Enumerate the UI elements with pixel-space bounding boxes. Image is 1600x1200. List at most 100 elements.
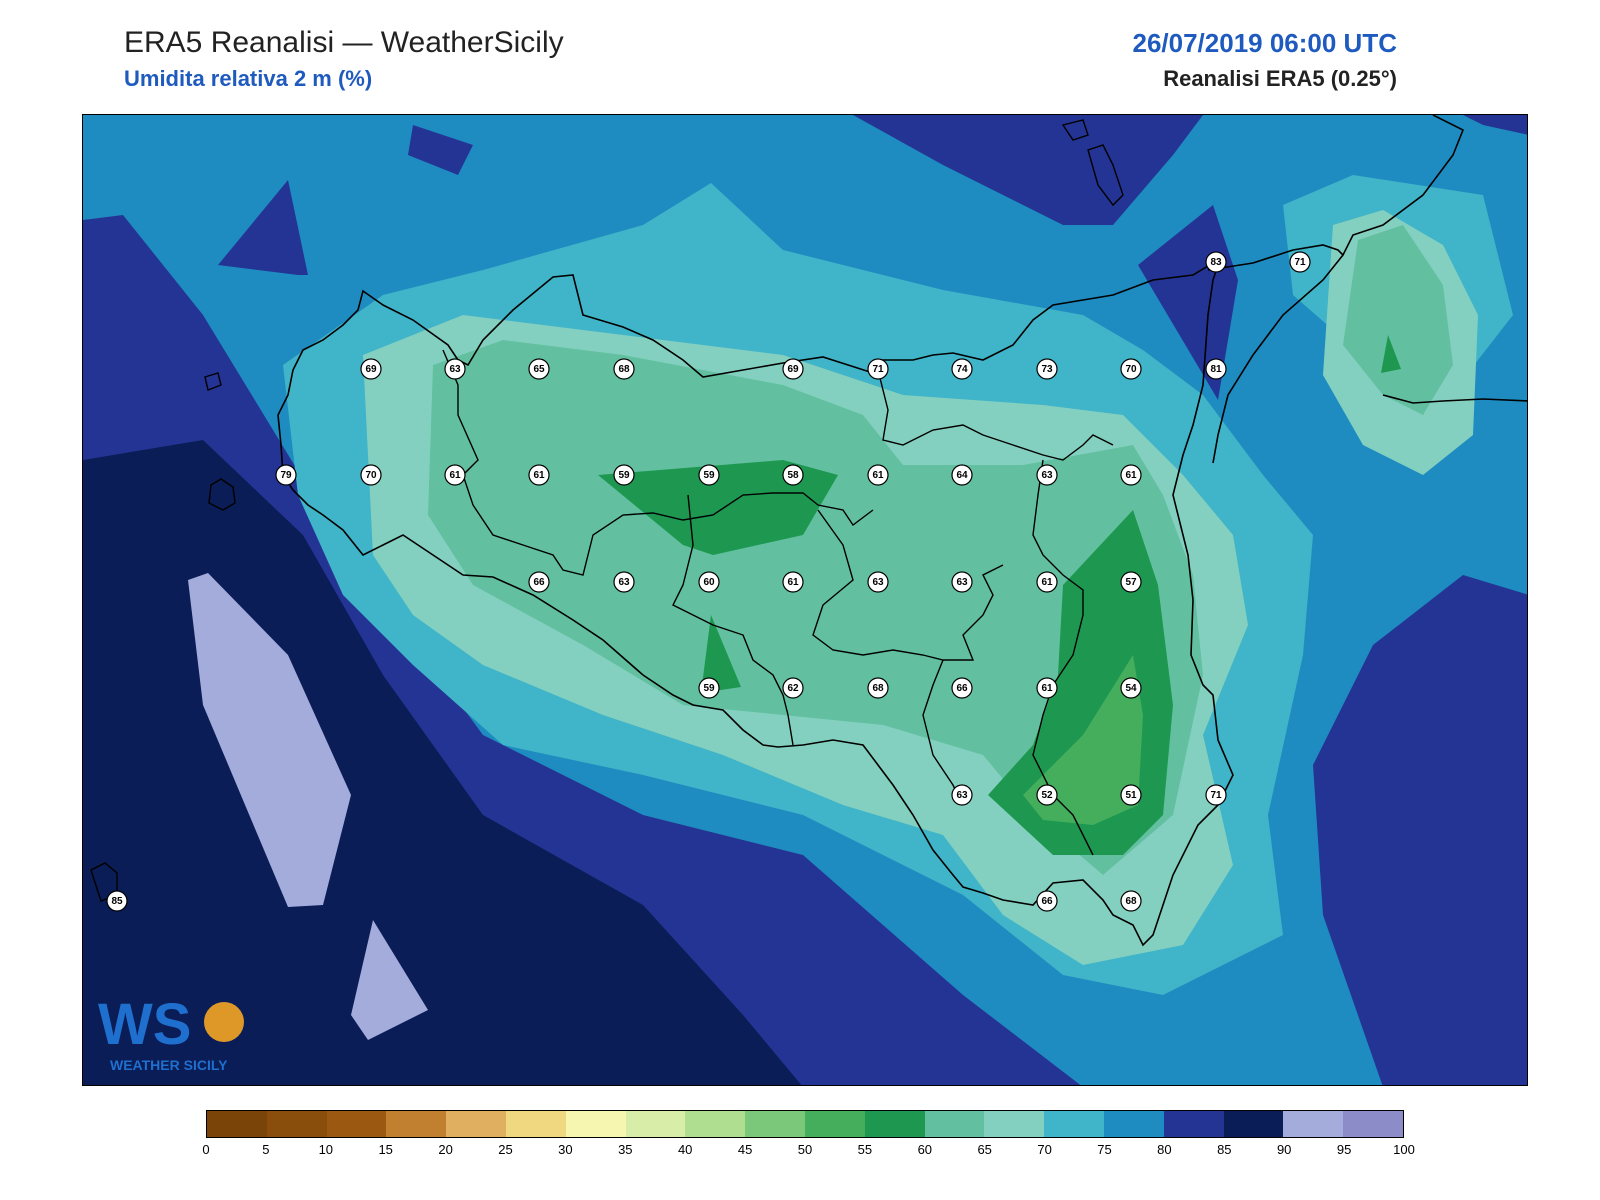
station-marker: 61 <box>444 464 466 486</box>
colorbar-tick-label: 90 <box>1276 1142 1292 1157</box>
station-value: 66 <box>533 577 545 588</box>
colorbar-swatch <box>326 1111 387 1137</box>
island-ustica <box>204 372 222 391</box>
station-value: 61 <box>872 470 884 481</box>
station-value: 85 <box>111 896 123 907</box>
contour-85-90 <box>83 440 802 1085</box>
station-value: 65 <box>533 364 545 375</box>
colorbar-tick-label: 80 <box>1157 1142 1172 1157</box>
province-border-central <box>672 494 794 746</box>
colorbar-swatch <box>207 1111 267 1137</box>
station-marker: 68 <box>867 677 889 699</box>
station-marker: 71 <box>867 358 889 380</box>
colorbar-tick-label: 60 <box>917 1142 933 1157</box>
contour-55-60-north <box>598 460 838 555</box>
station-value: 68 <box>1125 896 1137 907</box>
station-marker: 69 <box>360 358 382 380</box>
colorbar-tick-label: 15 <box>378 1142 393 1157</box>
colorbar-tick-label: 85 <box>1217 1142 1232 1157</box>
colorbar-swatch <box>1343 1111 1403 1137</box>
colorbar-swatch <box>984 1111 1045 1137</box>
station-marker: 61 <box>528 464 550 486</box>
contour-50-55 <box>1023 655 1143 825</box>
station-marker: 63 <box>613 571 635 593</box>
island-aeolian-2 <box>1087 144 1124 207</box>
svg-text:WS: WS <box>98 992 191 1057</box>
station-value: 61 <box>1125 470 1137 481</box>
station-marker: 71 <box>1289 251 1311 273</box>
station-marker: 59 <box>613 464 635 486</box>
station-marker: 57 <box>1120 571 1142 593</box>
colorbar-tick-label: 100 <box>1393 1142 1415 1157</box>
station-value: 66 <box>1041 896 1053 907</box>
station-value: 63 <box>956 790 968 801</box>
station-value: 79 <box>280 470 292 481</box>
station-value: 61 <box>1041 683 1053 694</box>
colorbar-swatch <box>1223 1111 1284 1137</box>
station-value: 51 <box>1125 790 1137 801</box>
station-value: 68 <box>872 683 884 694</box>
station-marker: 58 <box>782 464 804 486</box>
coastline-calabria-south <box>1382 394 1527 404</box>
colorbar-ticks: 0 5 10 15 20 25 30 35 40 45 50 55 60 65 70 75 80 85 90 95 10… <box>202 1142 1414 1162</box>
svg-text:WEATHER SICILY: WEATHER SICILY <box>110 1057 228 1073</box>
station-marker: 59 <box>698 677 720 699</box>
colorbar-swatch <box>386 1111 447 1137</box>
colorbar-swatch <box>924 1111 985 1137</box>
colorbar-tick-label: 25 <box>498 1142 513 1157</box>
station-marker: 51 <box>1120 784 1142 806</box>
colorbar-tick-label: 40 <box>677 1142 693 1157</box>
colorbar-swatch <box>685 1111 746 1137</box>
province-border-west <box>442 349 874 576</box>
colorbar-tick-label: 95 <box>1336 1142 1352 1157</box>
contour-55-60-patch <box>701 615 741 693</box>
station-marker: 66 <box>951 677 973 699</box>
contour-60-65-calabria <box>1343 225 1453 415</box>
colorbar-tick-label: 35 <box>618 1142 633 1157</box>
station-marker: 85 <box>106 890 128 912</box>
station-marker: 69 <box>782 358 804 380</box>
colorbar-tick-label: 45 <box>737 1142 753 1157</box>
colorbar-tick-label: 5 <box>262 1142 270 1157</box>
station-value: 73 <box>1041 364 1053 375</box>
station-marker: 60 <box>698 571 720 593</box>
station-marker: 61 <box>867 464 889 486</box>
colorbar-tick-label: 0 <box>202 1142 210 1157</box>
colorbar-swatch <box>1044 1111 1104 1137</box>
station-marker: 54 <box>1120 677 1142 699</box>
station-value: 58 <box>787 470 799 481</box>
station-marker: 63 <box>951 784 973 806</box>
station-value: 74 <box>956 364 968 375</box>
station-value: 69 <box>365 364 377 375</box>
map-title: ERA5 Reanalisi — WeatherSicily <box>124 26 564 59</box>
colorbar-swatch <box>625 1111 686 1137</box>
colorbar-swatch <box>266 1111 327 1137</box>
station-marker: 63 <box>951 571 973 593</box>
station-marker: 81 <box>1205 358 1227 380</box>
station-marker: 83 <box>1205 251 1227 273</box>
contour-55-60-calabria <box>1381 335 1401 373</box>
colorbar-tick-label: 30 <box>558 1142 573 1157</box>
station-value: 52 <box>1041 790 1053 801</box>
station-value: 61 <box>787 577 799 588</box>
colorbar-tick-label: 70 <box>1037 1142 1052 1157</box>
station-marker: 63 <box>444 358 466 380</box>
station-value: 71 <box>872 364 884 375</box>
station-marker: 66 <box>528 571 550 593</box>
station-value: 66 <box>956 683 968 694</box>
station-value: 61 <box>533 470 545 481</box>
station-marker: 70 <box>1120 358 1142 380</box>
weathersicily-logo: WS WEATHER SICILY <box>96 984 256 1074</box>
station-marker: 61 <box>1120 464 1142 486</box>
province-border-east <box>1032 459 1094 856</box>
station-value: 59 <box>618 470 630 481</box>
station-marker: 63 <box>1036 464 1058 486</box>
station-value: 63 <box>872 577 884 588</box>
station-value: 59 <box>703 683 715 694</box>
colorbar-swatch <box>745 1111 805 1137</box>
colorbar-swatch <box>1163 1111 1224 1137</box>
station-marker: 66 <box>1036 890 1058 912</box>
station-marker: 61 <box>782 571 804 593</box>
colorbar-tick-label: 55 <box>857 1142 873 1157</box>
map-subtitle: Umidita relativa 2 m (%) <box>124 66 373 91</box>
